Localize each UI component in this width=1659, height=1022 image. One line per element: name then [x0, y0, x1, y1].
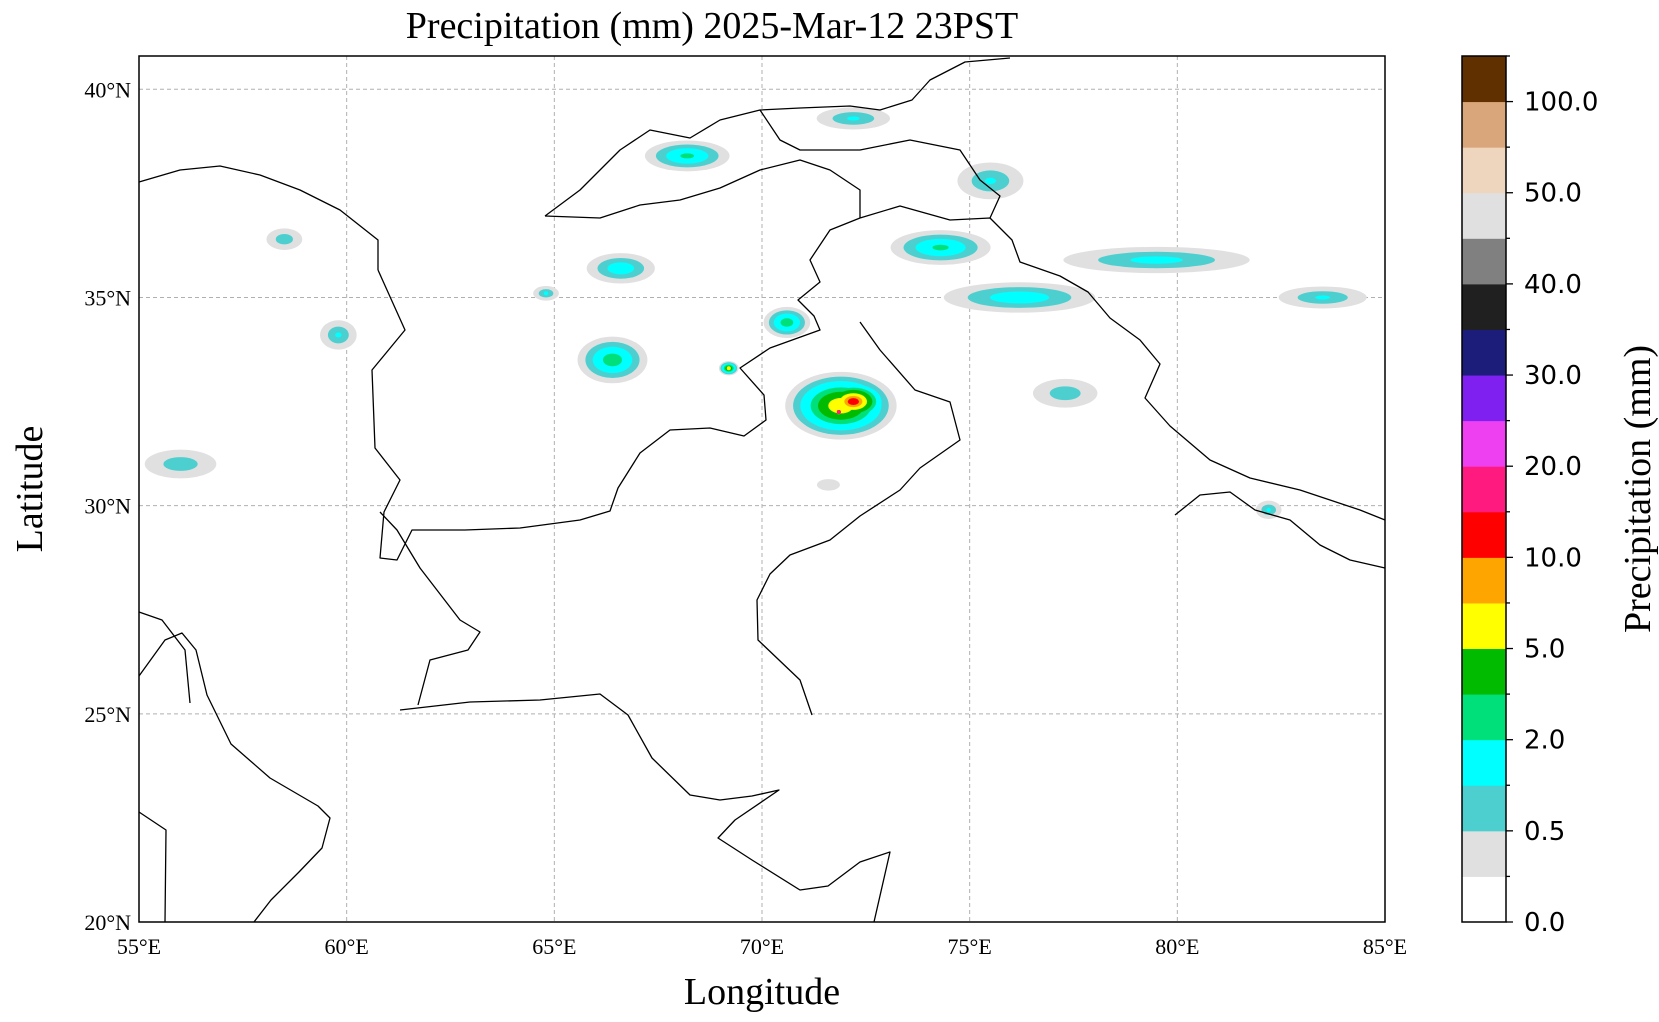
y-tick-label: 35°N [84, 285, 131, 310]
precip-contour [607, 262, 635, 275]
colorbar-tick-label: 20.0 [1524, 452, 1582, 482]
precip-contour [984, 177, 997, 185]
x-tick-label: 65°E [532, 934, 576, 959]
latitude-axis: 20°N 25°N 30°N 35°N 40°N [84, 77, 131, 935]
precip-contour [1130, 256, 1183, 264]
precip-contour [602, 353, 622, 367]
colorbar-tick-label: 40.0 [1524, 270, 1582, 300]
y-tick-label: 40°N [84, 77, 131, 102]
colorbar-swatch [1462, 238, 1506, 285]
precip-contour [847, 116, 860, 121]
precip-contour [932, 244, 949, 251]
border-china-india [859, 205, 1386, 521]
x-tick-label: 60°E [325, 934, 369, 959]
colorbar-tick-label: 10.0 [1524, 543, 1582, 573]
colorbar-swatch [1462, 147, 1506, 194]
border-afghanistan-north [544, 159, 861, 219]
colorbar-swatch [1462, 557, 1506, 604]
longitude-axis: 55°E 60°E 65°E 70°E 75°E 80°E 85°E [117, 934, 1407, 959]
colorbar-swatch [1462, 739, 1506, 786]
x-tick-label: 80°E [1155, 934, 1199, 959]
colorbar-swatch [1462, 101, 1506, 148]
colorbar-tick-label: 100.0 [1524, 88, 1598, 118]
x-axis-label: Longitude [684, 971, 840, 1013]
border-tajikistan-kyrgyzstan [759, 109, 1001, 219]
x-tick-label: 75°E [948, 934, 992, 959]
precip-contour [726, 366, 731, 371]
colorbar-tick-label: 2.0 [1524, 726, 1565, 756]
x-tick-label: 70°E [740, 934, 784, 959]
colorbar-tick-label: 0.5 [1524, 817, 1565, 847]
colorbar-swatch [1462, 375, 1506, 422]
colorbar-swatch [1462, 694, 1506, 741]
colorbar-swatch [1462, 876, 1506, 923]
coastline-south-asia [399, 693, 891, 923]
coastline-persian-gulf [138, 611, 191, 704]
colorbar: 0.0 0.5 2.0 5.0 10.0 20.0 30.0 40.0 50.0 100.0 [1461, 55, 1598, 938]
map-title: Precipitation (mm) 2025-Mar-12 23PST [406, 5, 1018, 47]
precip-contour [780, 318, 794, 327]
colorbar-swatch [1462, 329, 1506, 376]
y-tick-label: 20°N [84, 910, 131, 935]
border-iran-afghanistan-pakistan [371, 217, 861, 561]
colorbar-swatch [1462, 602, 1506, 650]
coastline-arabian-sea [138, 632, 331, 923]
colorbar-swatch [1462, 283, 1506, 330]
colorbar-swatch [1462, 830, 1506, 877]
colorbar-tick-label: 5.0 [1524, 635, 1565, 665]
x-tick-label: 55°E [117, 934, 161, 959]
precipitation-field [144, 107, 1367, 520]
precip-contour [275, 234, 293, 245]
y-tick-label: 30°N [84, 494, 131, 519]
map-plot-area [138, 55, 1386, 923]
graticule [139, 56, 1385, 922]
border-india-nepal [1174, 491, 1386, 569]
precip-contour [989, 291, 1050, 304]
precip-contour [816, 479, 840, 491]
colorbar-swatch [1462, 511, 1506, 558]
colorbar-tick-label: 50.0 [1524, 179, 1582, 209]
precip-contour [1049, 386, 1081, 401]
border-pakistan-iran-south [379, 511, 481, 706]
colorbar-swatch [1462, 420, 1506, 467]
precip-contour [543, 291, 549, 296]
precip-contour [1266, 507, 1271, 512]
colorbar-swatch [1462, 466, 1506, 513]
colorbar-swatch [1462, 648, 1506, 695]
colorbar-swatch [1462, 785, 1506, 832]
border-iran-turkmenistan [138, 165, 379, 270]
precip-contour [335, 332, 342, 338]
precip-contour [1315, 295, 1331, 300]
colorbar-swatch [1462, 56, 1506, 103]
colorbar-frame [1461, 55, 1507, 923]
colorbar-tick-label: 0.0 [1524, 908, 1565, 938]
map-frame [138, 55, 1386, 923]
y-axis-label: Latitude [9, 426, 51, 553]
x-tick-label: 85°E [1363, 934, 1407, 959]
precip-contour [836, 409, 841, 414]
border-oman [138, 811, 167, 923]
colorbar-label: Precipitation (mm) [1617, 345, 1659, 633]
colorbar-swatch [1462, 192, 1506, 239]
y-tick-label: 25°N [84, 702, 131, 727]
map-boundaries [138, 57, 1386, 923]
precip-contour [847, 398, 859, 406]
border-central-asia [544, 57, 1011, 217]
colorbar-tick-label: 30.0 [1524, 361, 1582, 391]
precip-contour [680, 153, 695, 159]
precip-contour [163, 457, 198, 471]
border-pakistan-india [756, 321, 961, 716]
